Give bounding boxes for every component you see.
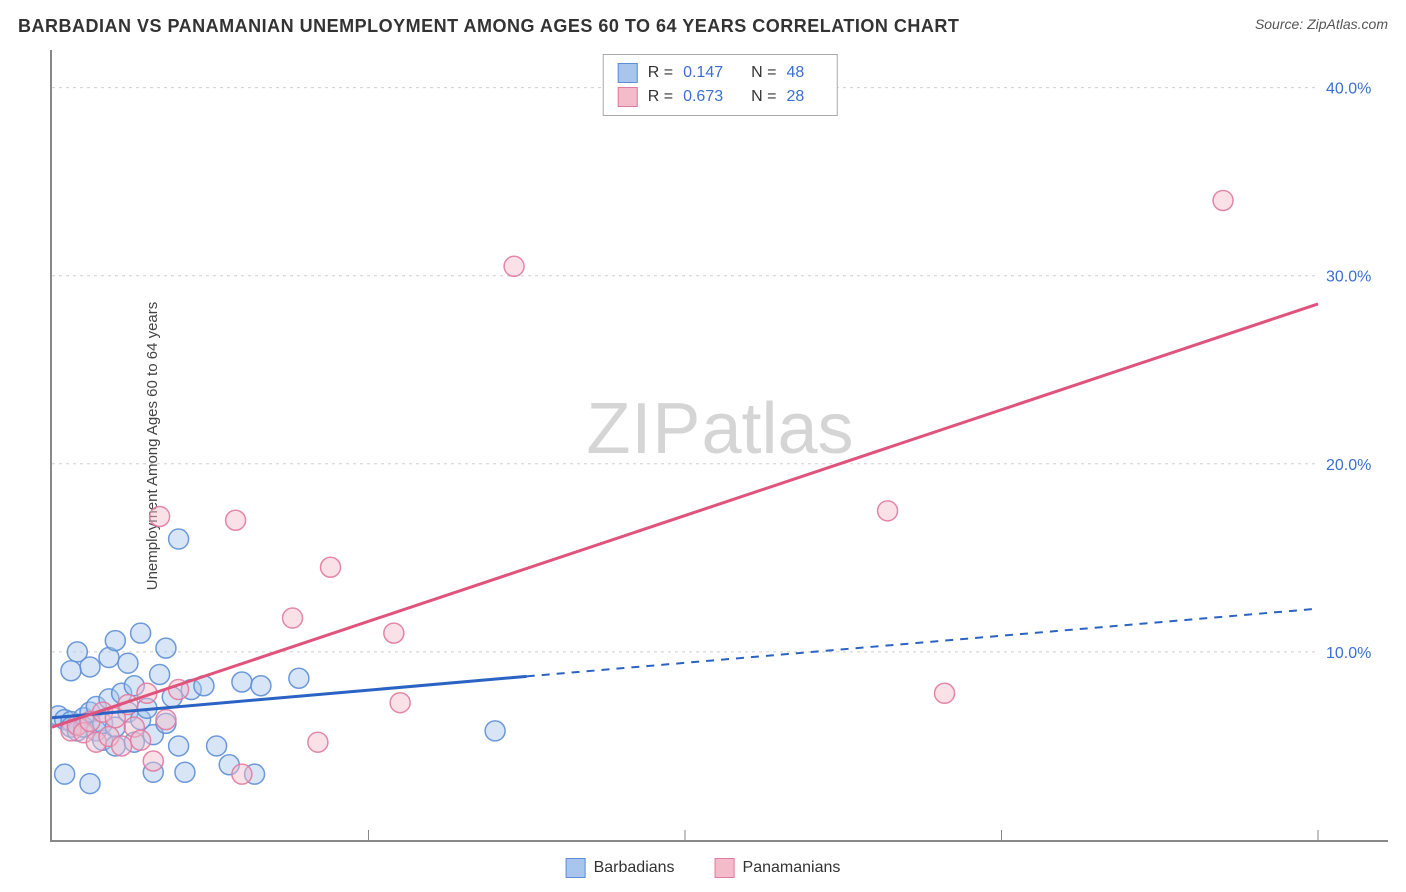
r-label: R =	[648, 64, 673, 82]
legend-label: Barbadians	[594, 859, 675, 877]
legend-swatch	[715, 858, 735, 878]
legend-swatch	[618, 87, 638, 107]
n-value: 48	[786, 64, 804, 82]
legend-swatch	[618, 63, 638, 83]
n-label: N =	[751, 88, 776, 106]
chart-title: BARBADIAN VS PANAMANIAN UNEMPLOYMENT AMO…	[18, 16, 959, 37]
r-value: 0.673	[683, 88, 723, 106]
n-value: 28	[786, 88, 804, 106]
r-value: 0.147	[683, 64, 723, 82]
legend-item: Barbadians	[566, 858, 675, 878]
chart-svg: 10.0%20.0%30.0%40.0%0.0%20.0%	[52, 50, 1388, 840]
legend-stats-row: R = 0.147 N = 48	[618, 61, 823, 85]
legend-bottom: Barbadians Panamanians	[566, 858, 841, 878]
legend-stats-row: R = 0.673 N = 28	[618, 85, 823, 109]
svg-text:30.0%: 30.0%	[1326, 269, 1371, 286]
legend-stats-box: R = 0.147 N = 48 R = 0.673 N = 28	[603, 54, 838, 116]
svg-text:20.0%: 20.0%	[1326, 457, 1371, 474]
legend-item: Panamanians	[715, 858, 841, 878]
plot-area: ZIPatlas 10.0%20.0%30.0%40.0%0.0%20.0% R…	[50, 50, 1388, 842]
legend-swatch	[566, 858, 586, 878]
source-label: Source: ZipAtlas.com	[1255, 16, 1388, 32]
svg-text:40.0%: 40.0%	[1326, 81, 1371, 98]
n-label: N =	[751, 64, 776, 82]
svg-text:10.0%: 10.0%	[1326, 645, 1371, 662]
r-label: R =	[648, 88, 673, 106]
legend-label: Panamanians	[743, 859, 841, 877]
